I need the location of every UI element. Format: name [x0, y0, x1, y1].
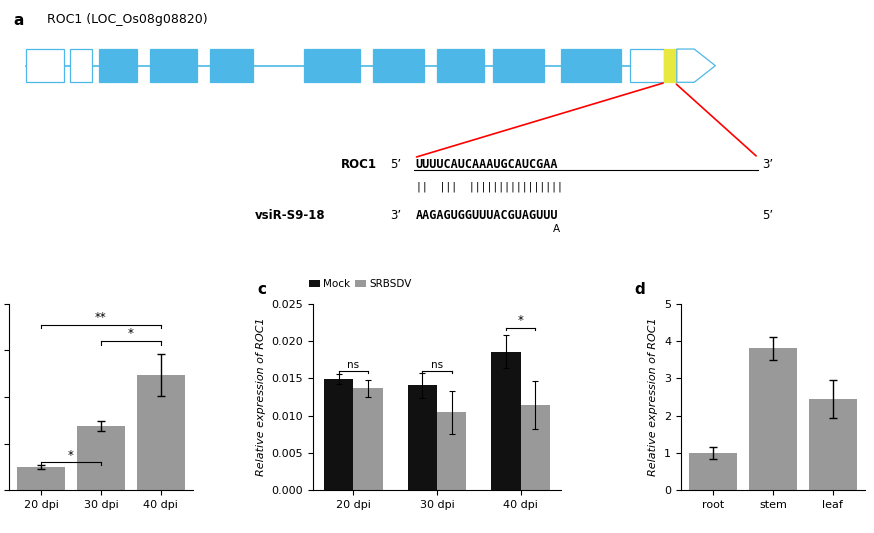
Bar	[407, 385, 437, 490]
Text: ns: ns	[347, 360, 359, 370]
Text: a: a	[13, 13, 24, 28]
Bar	[437, 413, 467, 490]
Bar	[210, 49, 253, 82]
Text: 3’: 3’	[762, 158, 773, 171]
Bar	[373, 49, 424, 82]
Bar	[630, 49, 664, 82]
Text: *: *	[128, 327, 134, 340]
Text: ROC1: ROC1	[341, 158, 377, 171]
Bar	[749, 349, 797, 490]
Text: *: *	[518, 314, 524, 327]
Bar	[77, 426, 125, 490]
Bar	[324, 379, 353, 490]
Text: *: *	[68, 449, 74, 462]
Text: d: d	[635, 282, 646, 297]
Bar	[71, 49, 92, 82]
Text: c: c	[258, 282, 267, 297]
Bar	[99, 49, 137, 82]
Text: 5’: 5’	[390, 158, 401, 171]
Text: A: A	[553, 224, 560, 235]
Text: **: **	[95, 311, 107, 324]
Bar	[17, 467, 65, 490]
Y-axis label: Relative expression of ROC1: Relative expression of ROC1	[255, 318, 266, 477]
Text: UUUUCAUCAAAUGCAUCGAA: UUUUCAUCAAAUGCAUCGAA	[416, 158, 558, 171]
Bar	[493, 49, 544, 82]
Legend: Mock, SRBSDV: Mock, SRBSDV	[305, 275, 415, 294]
Bar	[690, 453, 737, 490]
Bar	[304, 49, 360, 82]
Text: AAGAGUGGUUUACGUAGUUU: AAGAGUGGUUUACGUAGUUU	[416, 209, 558, 222]
Bar	[150, 49, 198, 82]
Text: 3’: 3’	[390, 209, 401, 222]
Bar	[491, 352, 521, 490]
Bar	[809, 399, 857, 490]
Polygon shape	[676, 49, 715, 82]
Bar	[353, 389, 383, 490]
Text: vsiR-S9-18: vsiR-S9-18	[255, 209, 326, 222]
Text: ns: ns	[431, 360, 443, 370]
Bar	[437, 49, 484, 82]
Text: 5’: 5’	[762, 209, 773, 222]
Text: ROC1 (LOC_Os08g08820): ROC1 (LOC_Os08g08820)	[47, 13, 208, 26]
Bar	[521, 405, 550, 490]
Text: ||  |||  ||||||||||||||||: || ||| ||||||||||||||||	[416, 182, 563, 192]
Bar	[664, 49, 676, 82]
Bar	[137, 375, 184, 490]
Bar	[26, 49, 65, 82]
Bar	[561, 49, 621, 82]
Y-axis label: Relative expression of ROC1: Relative expression of ROC1	[649, 318, 658, 477]
